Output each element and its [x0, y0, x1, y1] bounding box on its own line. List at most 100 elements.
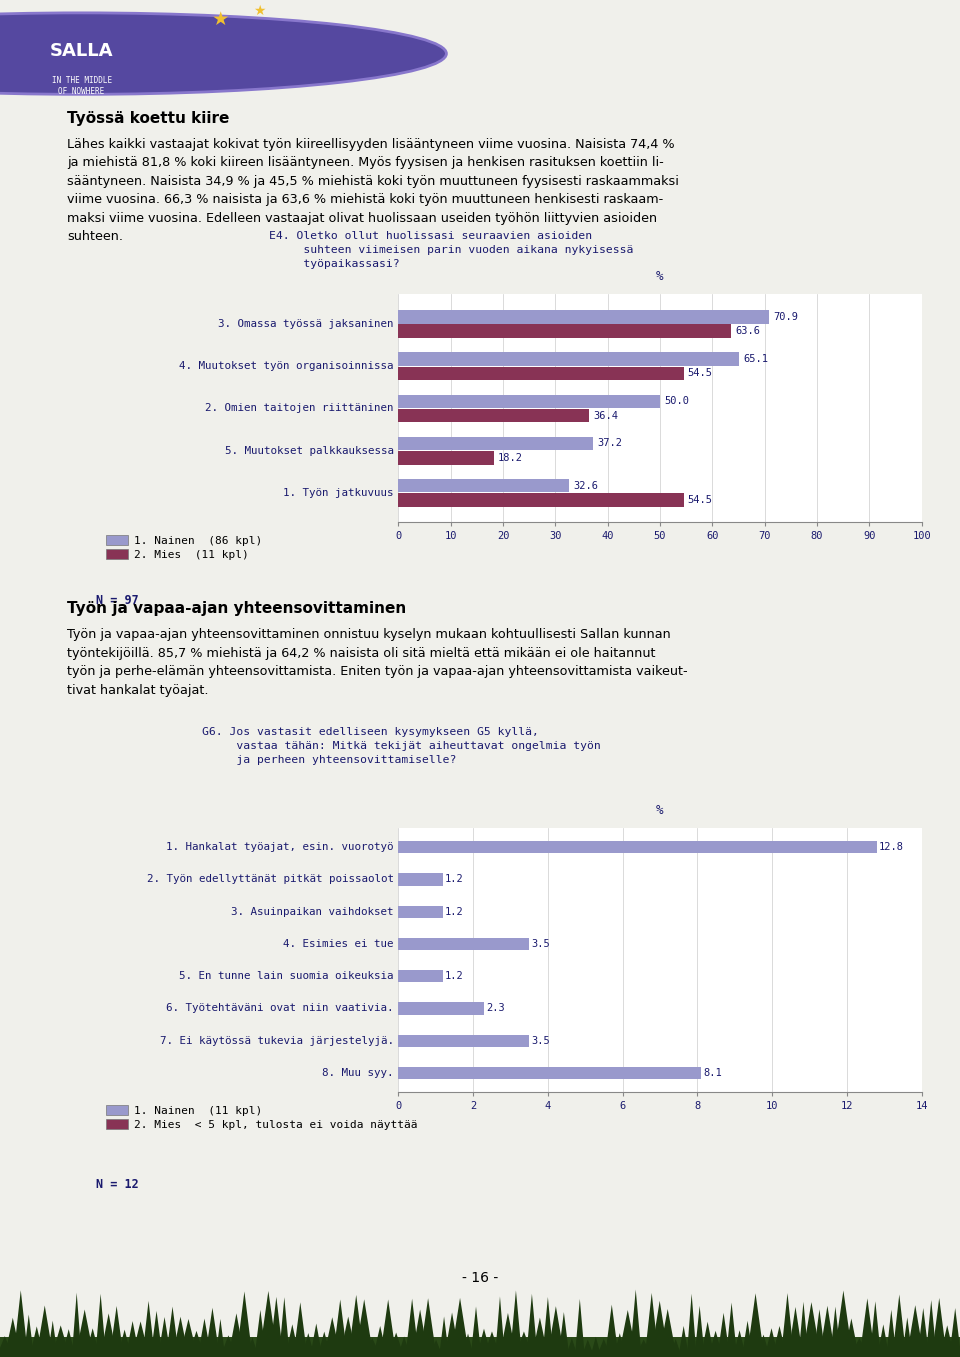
- Text: %: %: [657, 805, 663, 817]
- Polygon shape: [333, 1300, 348, 1357]
- Polygon shape: [109, 1305, 124, 1357]
- Text: 2.3: 2.3: [486, 1003, 505, 1014]
- Polygon shape: [813, 1310, 826, 1357]
- Polygon shape: [340, 1316, 357, 1357]
- Polygon shape: [293, 1303, 307, 1357]
- Polygon shape: [476, 1329, 492, 1357]
- Polygon shape: [180, 1319, 198, 1357]
- Text: 18.2: 18.2: [498, 453, 523, 463]
- Polygon shape: [254, 1310, 266, 1357]
- Polygon shape: [363, 1338, 381, 1357]
- Polygon shape: [925, 1300, 937, 1357]
- Polygon shape: [931, 1297, 947, 1357]
- Polygon shape: [708, 1331, 723, 1357]
- Polygon shape: [166, 1307, 180, 1357]
- Text: 1. Hankalat työajat, esin. vuorotyö: 1. Hankalat työajat, esin. vuorotyö: [166, 843, 394, 852]
- Polygon shape: [269, 1297, 283, 1357]
- Polygon shape: [618, 1310, 637, 1357]
- Polygon shape: [158, 1318, 171, 1357]
- Polygon shape: [850, 1338, 869, 1357]
- Polygon shape: [75, 1310, 94, 1357]
- Polygon shape: [246, 1338, 258, 1357]
- Polygon shape: [613, 1333, 626, 1357]
- Polygon shape: [36, 1305, 54, 1357]
- Polygon shape: [526, 1293, 538, 1357]
- Bar: [398, 395, 660, 408]
- Polygon shape: [669, 1339, 682, 1357]
- Polygon shape: [216, 1319, 226, 1357]
- Polygon shape: [24, 1315, 34, 1357]
- Polygon shape: [559, 1312, 569, 1357]
- Bar: [0, 1337, 960, 1357]
- Polygon shape: [462, 1334, 474, 1357]
- Polygon shape: [318, 1331, 331, 1357]
- Polygon shape: [886, 1310, 897, 1357]
- Text: N = 12: N = 12: [96, 1178, 139, 1190]
- Text: 3.5: 3.5: [531, 939, 550, 949]
- Text: 7. Ei käytössä tukevia järjestelyjä.: 7. Ei käytössä tukevia järjestelyjä.: [159, 1035, 394, 1046]
- Text: 3. Omassa työssä jaksaninen: 3. Omassa työssä jaksaninen: [218, 319, 394, 328]
- Bar: [398, 408, 588, 422]
- Polygon shape: [48, 1320, 58, 1357]
- Text: 4. Muutokset työn organisoinnissa: 4. Muutokset työn organisoinnissa: [180, 361, 394, 372]
- Text: 70.9: 70.9: [774, 312, 799, 322]
- Polygon shape: [679, 1326, 689, 1357]
- Polygon shape: [52, 1326, 70, 1357]
- Polygon shape: [510, 1291, 522, 1357]
- Text: SALLA: SALLA: [50, 42, 113, 61]
- Polygon shape: [726, 1303, 737, 1357]
- Polygon shape: [659, 1310, 677, 1357]
- Text: 50.0: 50.0: [664, 396, 689, 406]
- Polygon shape: [405, 1299, 419, 1357]
- Polygon shape: [532, 1318, 548, 1357]
- Polygon shape: [834, 1291, 852, 1357]
- Text: %: %: [657, 270, 663, 284]
- Text: 1. Työn jatkuvuus: 1. Työn jatkuvuus: [283, 489, 394, 498]
- Bar: [398, 1067, 701, 1079]
- Polygon shape: [348, 1295, 364, 1357]
- Text: - 16 -: - 16 -: [462, 1272, 498, 1285]
- Polygon shape: [117, 1330, 132, 1357]
- Polygon shape: [429, 1339, 443, 1357]
- Polygon shape: [635, 1339, 653, 1357]
- Bar: [398, 905, 444, 917]
- Polygon shape: [499, 1314, 516, 1357]
- Polygon shape: [575, 1299, 585, 1357]
- Polygon shape: [13, 1291, 28, 1357]
- Bar: [398, 1034, 529, 1046]
- Text: 1.2: 1.2: [445, 874, 464, 885]
- Polygon shape: [694, 1305, 705, 1357]
- Bar: [398, 366, 684, 380]
- Polygon shape: [412, 1310, 428, 1357]
- Polygon shape: [301, 1333, 315, 1357]
- Text: ★: ★: [252, 4, 266, 18]
- Polygon shape: [772, 1326, 786, 1357]
- Polygon shape: [142, 1301, 155, 1357]
- Polygon shape: [236, 1292, 252, 1357]
- Polygon shape: [205, 1308, 220, 1357]
- Polygon shape: [61, 1329, 76, 1357]
- Polygon shape: [355, 1299, 373, 1357]
- Polygon shape: [198, 1319, 211, 1357]
- Bar: [398, 938, 529, 950]
- Polygon shape: [5, 1318, 21, 1357]
- Text: Työn ja vapaa-ajan yhteensovittaminen: Työn ja vapaa-ajan yhteensovittaminen: [67, 601, 406, 616]
- Polygon shape: [310, 1323, 323, 1357]
- Polygon shape: [397, 1337, 411, 1357]
- Polygon shape: [799, 1301, 808, 1357]
- Bar: [398, 353, 739, 366]
- Text: ★: ★: [212, 9, 229, 28]
- Polygon shape: [892, 1295, 906, 1357]
- Text: E4. Oletko ollut huolissasi seuraavien asioiden
     suhteen viimeisen parin vuo: E4. Oletko ollut huolissasi seuraavien a…: [269, 231, 634, 269]
- Text: 1.2: 1.2: [445, 972, 464, 981]
- Polygon shape: [949, 1308, 960, 1357]
- Polygon shape: [470, 1307, 482, 1357]
- Text: 3.5: 3.5: [531, 1035, 550, 1046]
- Text: 54.5: 54.5: [687, 368, 712, 379]
- Polygon shape: [373, 1326, 387, 1357]
- Polygon shape: [877, 1324, 889, 1357]
- Circle shape: [0, 12, 446, 95]
- Polygon shape: [85, 1329, 100, 1357]
- Polygon shape: [279, 1297, 290, 1357]
- Text: 65.1: 65.1: [743, 354, 768, 364]
